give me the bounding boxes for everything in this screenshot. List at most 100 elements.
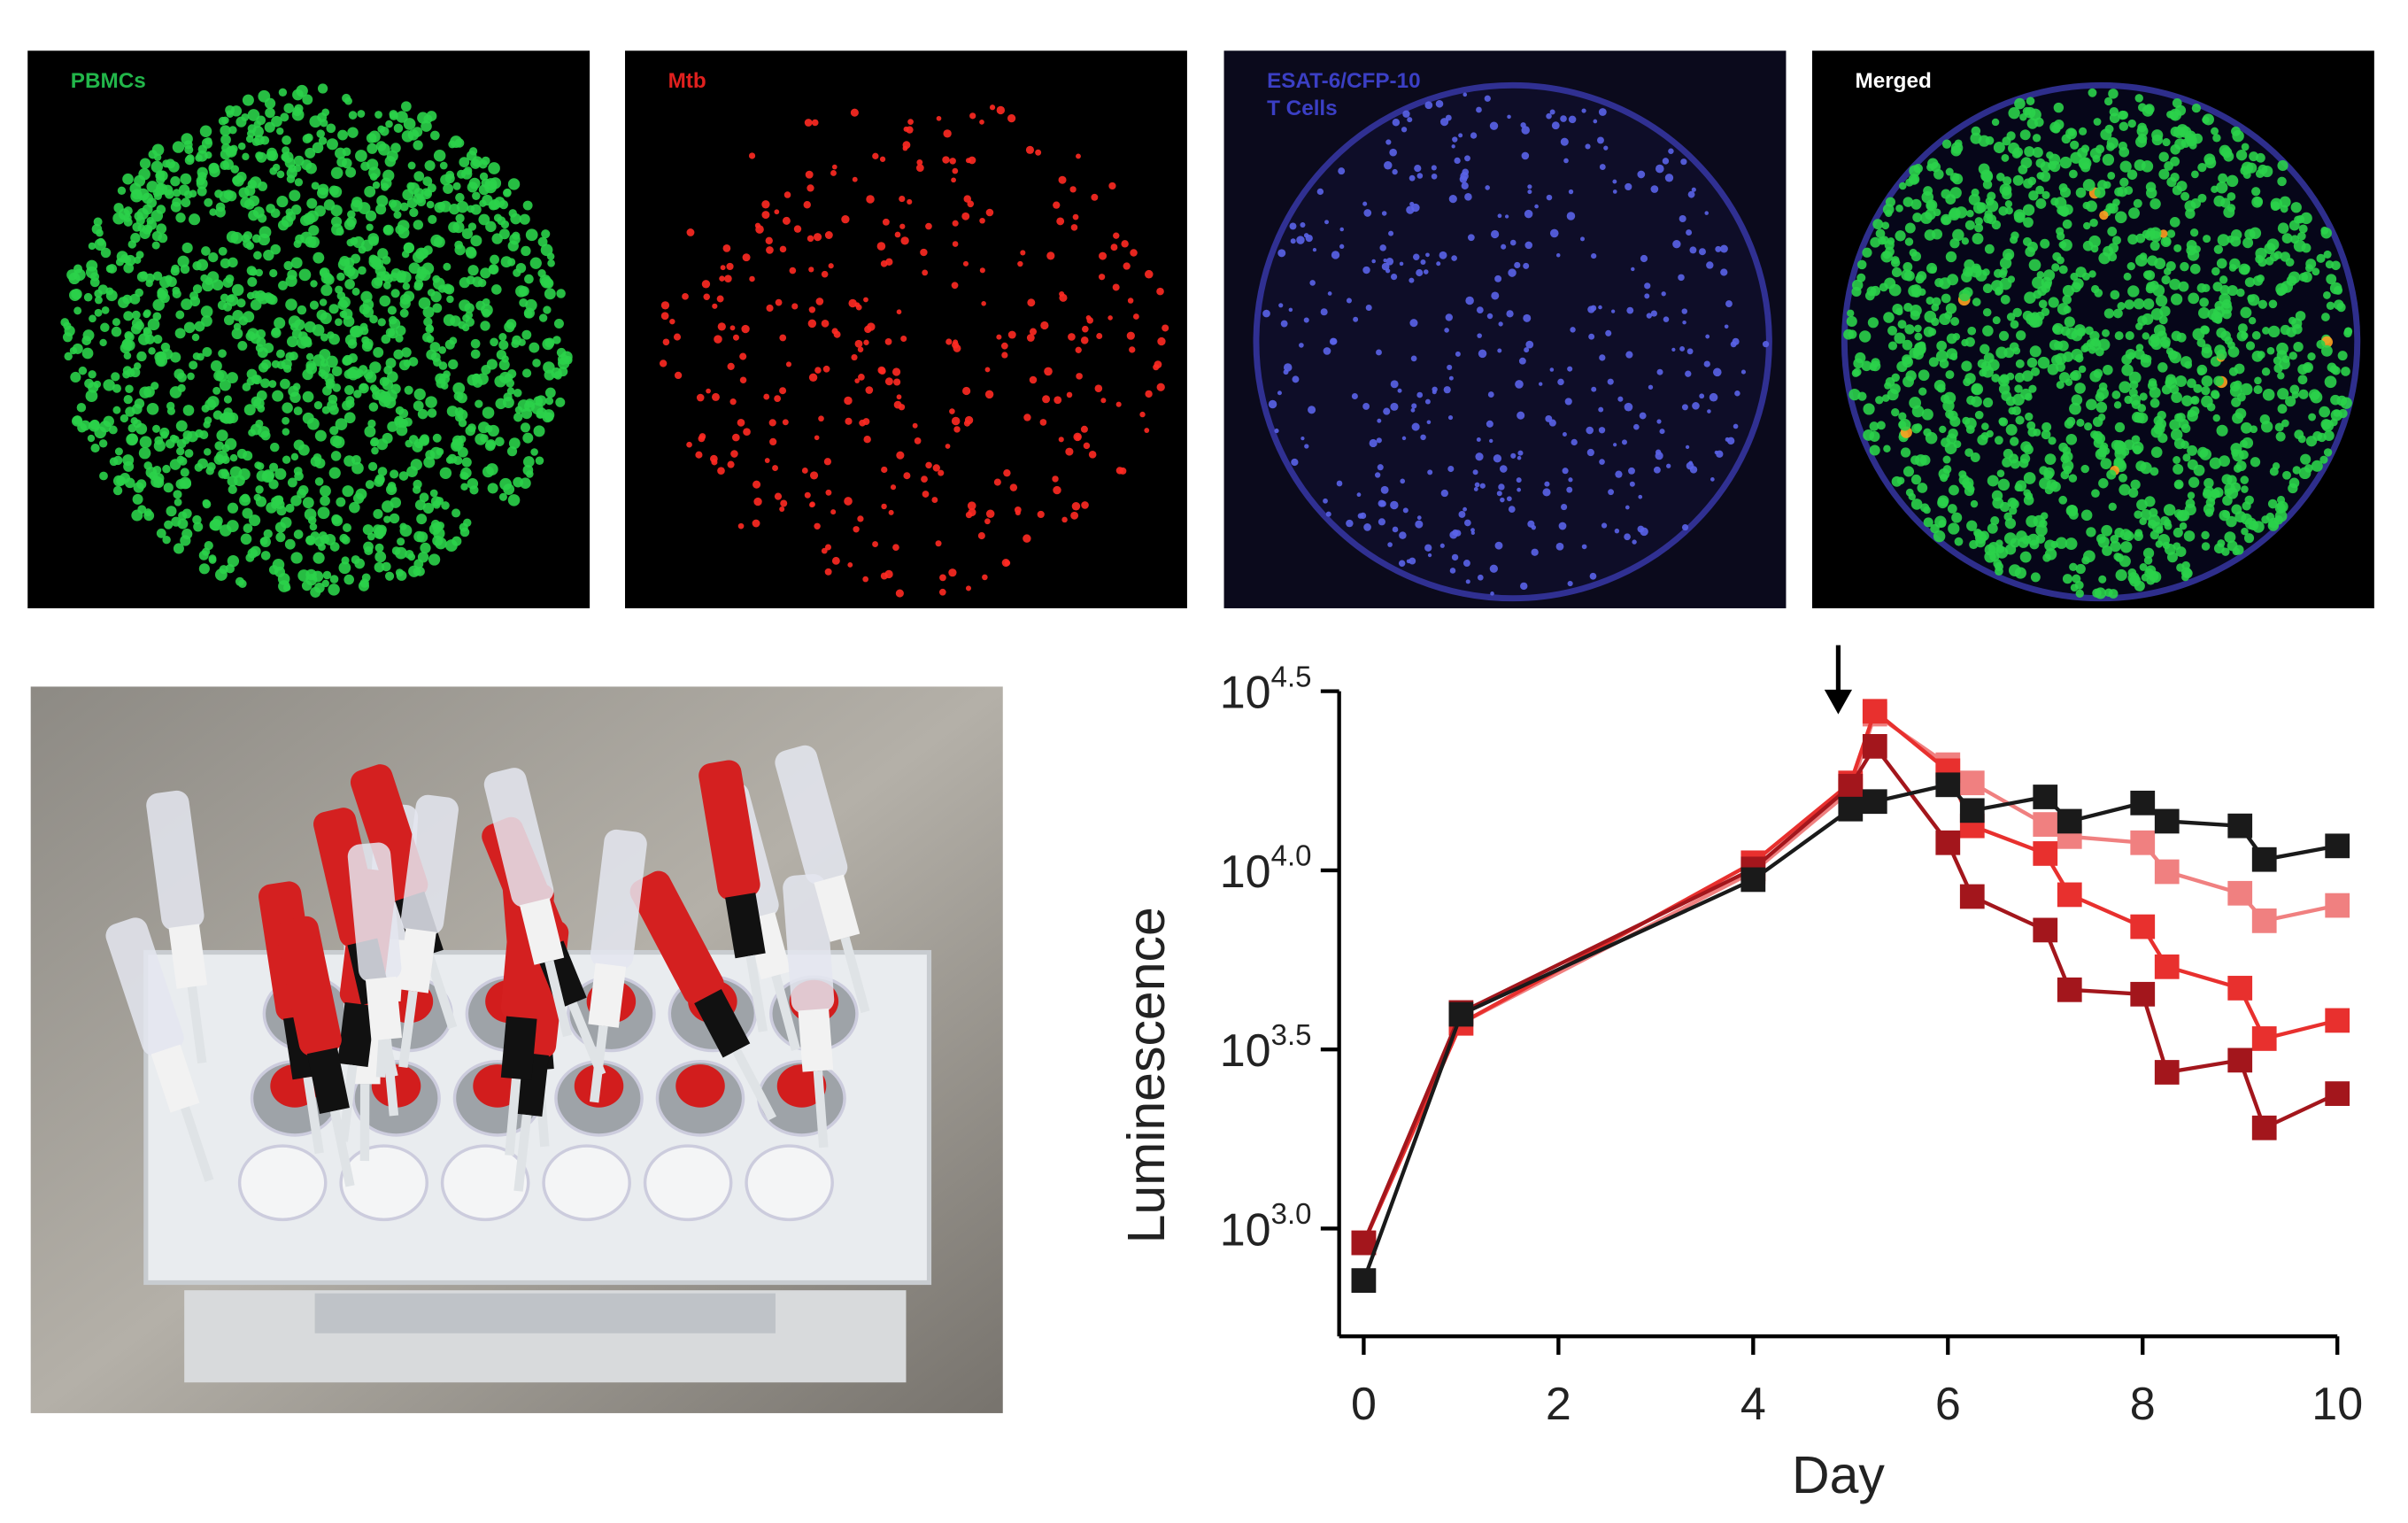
cell bbox=[1555, 542, 1564, 551]
cell bbox=[1938, 519, 1947, 528]
cell bbox=[2008, 107, 2020, 120]
cell bbox=[1870, 285, 1881, 297]
cell bbox=[1961, 237, 1970, 245]
cell bbox=[1687, 190, 1695, 198]
cell bbox=[1411, 203, 1420, 213]
cell bbox=[1108, 182, 1116, 190]
cell bbox=[2312, 267, 2320, 276]
cell bbox=[358, 266, 367, 275]
cell bbox=[2055, 352, 2067, 365]
cell bbox=[1387, 542, 1393, 547]
cell bbox=[1861, 360, 1872, 372]
cell bbox=[1427, 553, 1432, 558]
cell bbox=[805, 170, 814, 179]
cell bbox=[732, 334, 739, 341]
cell bbox=[486, 359, 498, 370]
cell bbox=[2231, 397, 2242, 407]
cell bbox=[2125, 330, 2134, 341]
cell bbox=[382, 169, 395, 182]
cell bbox=[2053, 102, 2065, 113]
cell bbox=[2111, 236, 2121, 245]
cell bbox=[1952, 333, 1961, 341]
cell bbox=[470, 349, 481, 359]
cell bbox=[1566, 486, 1573, 493]
cell bbox=[893, 378, 901, 386]
cell bbox=[1910, 499, 1923, 510]
cell bbox=[143, 310, 150, 319]
cell bbox=[276, 170, 285, 179]
cell bbox=[258, 426, 270, 438]
cell bbox=[2181, 560, 2190, 570]
cell bbox=[1325, 511, 1331, 517]
cell bbox=[2190, 197, 2202, 209]
cell bbox=[2162, 138, 2171, 147]
cell bbox=[343, 315, 355, 328]
tube-stem bbox=[840, 936, 870, 1014]
cell bbox=[152, 271, 163, 281]
cell bbox=[1987, 522, 1998, 534]
cell bbox=[313, 452, 322, 462]
cell bbox=[1936, 383, 1946, 393]
cell bbox=[522, 200, 533, 211]
cell bbox=[387, 305, 397, 315]
cell bbox=[537, 236, 548, 247]
cell bbox=[1065, 447, 1074, 456]
cell bbox=[948, 568, 957, 577]
cell bbox=[764, 458, 770, 463]
cell bbox=[290, 257, 303, 269]
cell bbox=[1523, 313, 1532, 322]
marker bbox=[2130, 790, 2156, 816]
cell bbox=[993, 478, 1001, 486]
cell bbox=[175, 213, 186, 223]
cell bbox=[2120, 541, 2133, 553]
y-tick-exponent: 3.0 bbox=[1271, 1197, 1312, 1230]
cell bbox=[2008, 564, 2021, 577]
cell bbox=[2243, 533, 2255, 544]
cell bbox=[432, 303, 443, 313]
cell bbox=[2159, 336, 2171, 347]
cell bbox=[314, 582, 325, 593]
cell bbox=[329, 186, 343, 198]
tube-stem bbox=[382, 1039, 399, 1117]
cell bbox=[73, 264, 83, 274]
cell bbox=[1947, 504, 1957, 514]
cell bbox=[1599, 354, 1606, 361]
cell bbox=[89, 272, 100, 282]
cell bbox=[1329, 337, 1337, 345]
cell bbox=[2170, 172, 2180, 182]
cell bbox=[1397, 388, 1402, 393]
cell bbox=[1132, 313, 1139, 320]
cell bbox=[430, 130, 440, 141]
cell bbox=[320, 495, 330, 506]
cell bbox=[1965, 425, 1975, 435]
cell bbox=[1895, 205, 1903, 213]
cell bbox=[1875, 228, 1886, 239]
cell bbox=[413, 388, 426, 400]
cell bbox=[496, 350, 506, 360]
cell bbox=[2135, 322, 2143, 330]
cell bbox=[1377, 464, 1384, 471]
cell bbox=[1945, 370, 1955, 380]
cell bbox=[1504, 214, 1509, 219]
cell bbox=[1072, 213, 1079, 220]
cell bbox=[2097, 536, 2110, 548]
cell bbox=[1593, 119, 1598, 124]
cell bbox=[1709, 392, 1718, 402]
cell bbox=[204, 448, 212, 456]
cell bbox=[1568, 115, 1577, 124]
cell bbox=[2139, 252, 2148, 260]
cell bbox=[2003, 176, 2012, 186]
cell bbox=[825, 489, 832, 496]
cell bbox=[2202, 344, 2212, 354]
cell bbox=[320, 119, 328, 128]
marker bbox=[1740, 867, 1766, 893]
cell bbox=[389, 110, 398, 119]
cell bbox=[311, 182, 320, 190]
cell bbox=[1560, 503, 1568, 511]
cell bbox=[859, 419, 866, 427]
cell bbox=[379, 295, 391, 307]
cell bbox=[1409, 174, 1416, 182]
cell bbox=[1964, 259, 1975, 271]
cell bbox=[2248, 317, 2257, 325]
cell bbox=[189, 296, 201, 307]
